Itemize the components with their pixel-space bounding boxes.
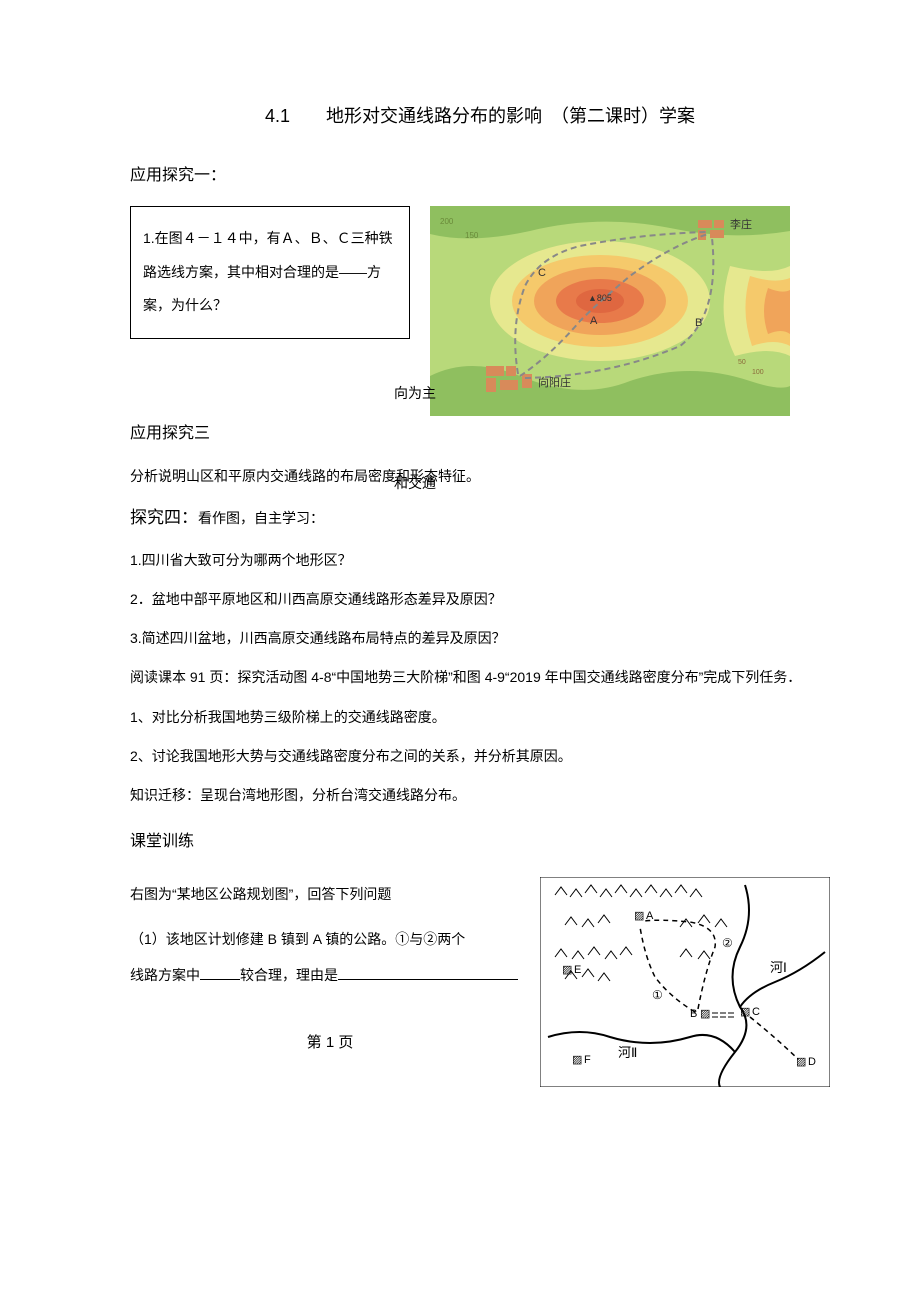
question-box-1: 1.在图４－１４中，有Ａ、Ｂ、Ｃ三种铁路选线方案，其中相对合理的是——方案，为什… xyxy=(130,206,410,339)
map1-route-c: C xyxy=(538,267,546,279)
road-planning-map-figure: ▨A ▨E B▨ ▨C ▨D ▨F xyxy=(540,877,830,1087)
page-title: 4.1 地形对交通线路分布的影响 （第二课时）学案 xyxy=(130,100,830,132)
reading-task: 阅读课本 91 页：探究活动图 4-8“中国地势三大阶梯”和图 4-9“2019… xyxy=(130,665,830,690)
svg-text:F: F xyxy=(584,1054,591,1066)
section-2-text: 分析说明山区和平原内交通线路的布局密度和形态特征。 xyxy=(130,464,830,489)
map1-peak: ▲805 xyxy=(588,293,612,303)
svg-text:E: E xyxy=(574,964,581,976)
svg-text:河Ⅰ: 河Ⅰ xyxy=(770,960,787,975)
svg-text:▨: ▨ xyxy=(796,1056,806,1068)
map2-town-sym: ▨ xyxy=(562,964,572,976)
svg-text:100: 100 xyxy=(752,369,764,376)
svg-text:▨: ▨ xyxy=(700,1008,710,1020)
map1-label-xiangyang: 向阳庄 xyxy=(538,375,571,389)
topographic-map-figure: 李庄 向阳庄 ▲805 A B C 200 150 50 100 xyxy=(430,206,790,416)
svg-text:50: 50 xyxy=(738,359,746,366)
map2-town-sym: ▨ xyxy=(634,910,644,922)
svg-text:C: C xyxy=(752,1006,760,1018)
question-2: 2．盆地中部平原地区和川西高原交通线路形态差异及原因？ xyxy=(130,587,830,612)
svg-text:①: ① xyxy=(652,988,663,1002)
question-3: 3.简述四川盆地，川西高原交通线路布局特点的差异及原因？ xyxy=(130,626,830,651)
hidden-text-fragment: 向为主 和交通 xyxy=(394,326,436,505)
map1-route-b: B xyxy=(695,317,702,329)
svg-text:②: ② xyxy=(722,936,733,950)
task-1: 1、对比分析我国地势三级阶梯上的交通线路密度。 xyxy=(130,705,830,730)
svg-text:150: 150 xyxy=(465,231,479,240)
map1-label-lizhuang: 李庄 xyxy=(730,217,752,231)
section-1-head: 应用探究一： xyxy=(130,162,830,191)
blank-1 xyxy=(200,965,240,980)
svg-text:200: 200 xyxy=(440,217,454,226)
map1-route-a: A xyxy=(590,315,598,327)
svg-text:D: D xyxy=(808,1056,816,1068)
svg-text:▨: ▨ xyxy=(740,1006,750,1018)
task-2: 2、讨论我国地形大势与交通线路密度分布之间的关系，并分析其原因。 xyxy=(130,744,830,769)
svg-text:▨: ▨ xyxy=(572,1054,582,1066)
training-head: 课堂训练 xyxy=(130,828,830,857)
svg-text:河Ⅱ: 河Ⅱ xyxy=(618,1045,637,1060)
blank-2 xyxy=(338,965,518,980)
knowledge-transfer: 知识迁移：呈现台湾地形图，分析台湾交通线路分布。 xyxy=(130,783,830,808)
question-1: 1.四川省大致可分为哪两个地形区？ xyxy=(130,548,830,573)
section-3-head: 探究四：看作图，自主学习： xyxy=(130,503,830,534)
section-2-head: 应用探究三 xyxy=(130,420,830,449)
